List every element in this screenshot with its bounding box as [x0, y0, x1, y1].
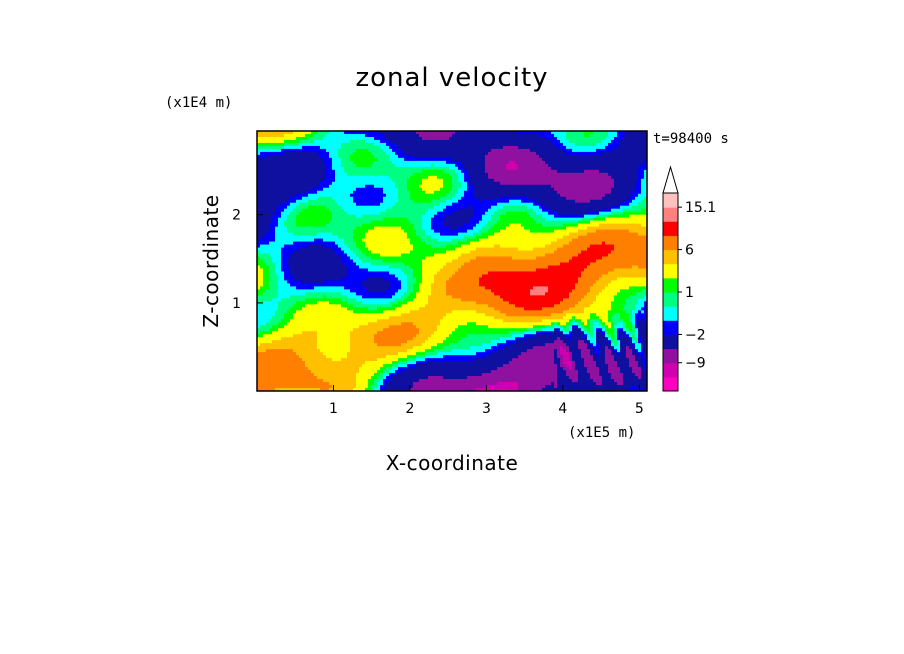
x-tick-label: 3 [482, 401, 491, 417]
y-unit-label: (x1E4 m) [165, 95, 232, 111]
velocity-field [257, 131, 647, 391]
colorbar-segment [663, 235, 678, 251]
y-tick-label: 2 [232, 208, 241, 224]
colorbar-segment [663, 376, 678, 392]
x-ticks: 1 2 3 4 5 [329, 385, 644, 417]
colorbar-segment [663, 334, 678, 350]
colorbar-segment [663, 207, 678, 222]
x-unit-label: (x1E5 m) [568, 425, 635, 441]
y-tick-label: 1 [232, 296, 241, 312]
colorbar-label: 1 [685, 285, 694, 301]
colorbar-segment [663, 348, 678, 364]
colorbar-label: −2 [685, 327, 706, 343]
colorbar-segment [663, 320, 678, 335]
x-tick-label: 1 [329, 401, 338, 417]
colorbar-extend-arrow [662, 165, 679, 194]
colorbar-segment [663, 249, 678, 265]
x-tick-label: 4 [558, 401, 567, 417]
colorbar-segment [663, 306, 678, 321]
colorbar-segment [663, 362, 678, 378]
time-label: t=98400 s [653, 131, 729, 147]
y-axis-label: Z-coordinate [199, 194, 223, 327]
plot-frame [256, 130, 648, 392]
x-tick-label: 5 [635, 401, 644, 417]
y-ticks: 12 [232, 208, 263, 312]
colorbar-segment [663, 263, 678, 279]
colorbar-label: 15.1 [685, 200, 716, 216]
colorbar: 15.1 6 1 −2 −9 [662, 165, 716, 392]
colorbar-segment [663, 292, 678, 307]
colorbar-segment [663, 277, 678, 293]
colorbar-label: −9 [685, 356, 706, 372]
x-axis-label: X-coordinate [386, 451, 519, 475]
chart-title: zonal velocity [355, 63, 548, 93]
colorbar-label: 6 [685, 243, 694, 259]
colorbar-segment [663, 221, 678, 236]
x-tick-label: 2 [405, 401, 414, 417]
colorbar-segment [663, 193, 678, 208]
